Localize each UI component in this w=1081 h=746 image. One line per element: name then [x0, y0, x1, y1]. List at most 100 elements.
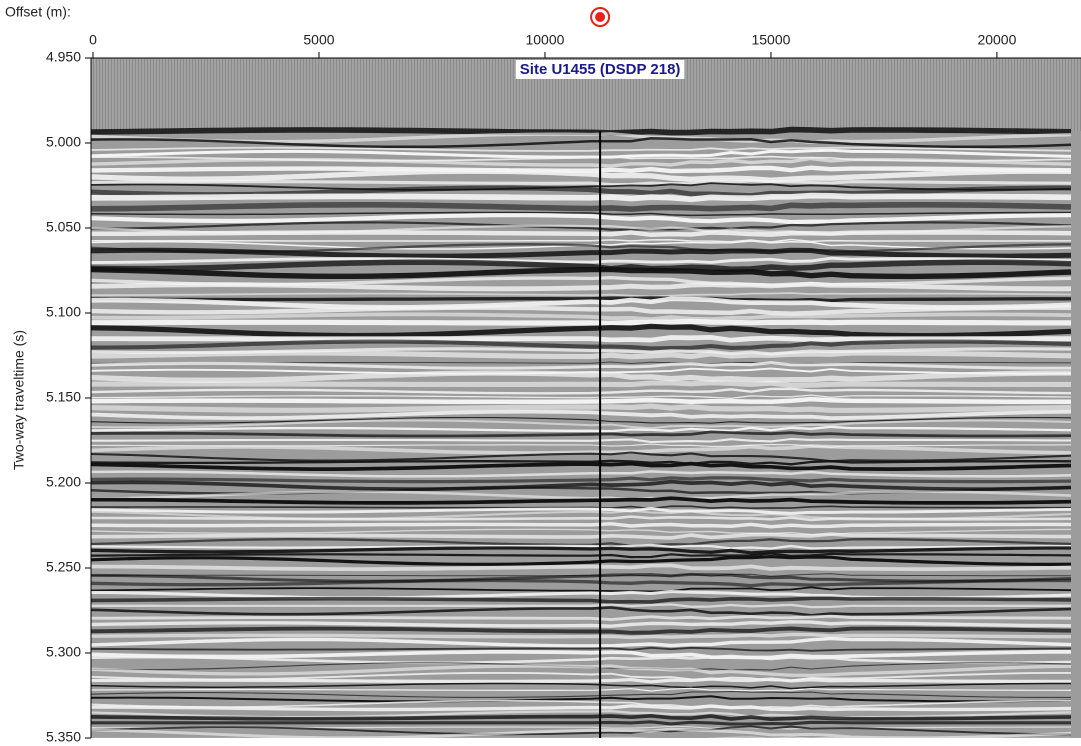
x-tick-label: 20000	[977, 32, 1016, 48]
reflector	[91, 603, 1071, 609]
reflector	[91, 606, 1072, 617]
reflector	[91, 211, 1071, 217]
reflector	[91, 578, 1072, 588]
reflector	[91, 459, 1072, 466]
reflector	[91, 192, 1072, 203]
reflector	[91, 490, 1072, 502]
reflector	[91, 146, 1072, 152]
reflector	[91, 704, 1072, 712]
reflector	[91, 425, 1072, 433]
reflector	[91, 396, 1071, 405]
reflector	[91, 419, 1072, 430]
reflector	[91, 281, 1071, 292]
reflector	[91, 292, 1072, 298]
reflector	[91, 339, 1072, 351]
reflector	[91, 394, 1072, 400]
reflector	[91, 563, 1072, 571]
y-tick-label: 5.250	[46, 559, 81, 575]
y-tick-label: 5.150	[46, 389, 81, 405]
reflector	[91, 444, 1072, 455]
seismic-image	[91, 58, 1081, 743]
reflector	[91, 554, 1072, 567]
reflector	[91, 596, 1072, 604]
reflector	[91, 522, 1072, 529]
reflector	[91, 323, 1072, 339]
reflector	[91, 720, 1071, 726]
reflector	[91, 626, 1072, 635]
reflector	[91, 461, 1072, 471]
reflector	[91, 437, 1072, 444]
reflector	[91, 546, 1071, 555]
y-tick-label: 5.050	[46, 219, 81, 235]
reflector	[91, 165, 1072, 174]
y-tick-label: 5.200	[46, 474, 81, 490]
reflector	[91, 695, 1072, 703]
reflector	[91, 409, 1072, 421]
reflector	[91, 496, 1072, 505]
y-tick-label: 5.300	[46, 644, 81, 660]
reflector	[91, 451, 1072, 463]
reflector	[91, 213, 1072, 225]
reflector	[91, 361, 1071, 370]
reflector	[91, 532, 1072, 540]
reflector	[91, 230, 1072, 238]
reflector	[91, 238, 1071, 243]
reflector	[91, 552, 1072, 559]
reflector	[91, 476, 1072, 484]
y-tick-label: 4.950	[46, 49, 81, 65]
reflector	[91, 664, 1072, 678]
reflector	[91, 256, 1072, 264]
reflector	[91, 470, 1072, 478]
reflector	[91, 156, 1072, 168]
reflector	[91, 168, 1072, 183]
reflector	[91, 387, 1072, 395]
reflector	[91, 430, 1072, 438]
site-marker	[595, 12, 606, 22]
reflector	[91, 572, 1072, 583]
reflector	[91, 266, 1072, 280]
x-tick-label: 10000	[525, 32, 564, 48]
x-tick-label: 0	[89, 32, 97, 48]
reflector	[91, 677, 1071, 684]
reflector	[91, 296, 1072, 310]
reflector	[91, 528, 1072, 536]
reflector	[91, 654, 1072, 665]
reflector	[91, 179, 1072, 187]
reflector	[91, 259, 1072, 272]
reflector	[91, 740, 1071, 743]
reflector	[91, 632, 1071, 640]
x-axis-label: Offset (m):	[5, 4, 71, 20]
reflector	[91, 380, 1071, 388]
reflector	[91, 586, 1072, 593]
reflector	[91, 725, 1072, 736]
reflector	[91, 690, 1071, 698]
reflector	[91, 318, 1071, 326]
reflector	[91, 403, 1072, 413]
x-tick-label: 15000	[751, 32, 790, 48]
reflector	[91, 515, 1072, 522]
reflector	[91, 126, 1072, 136]
reflector	[91, 506, 1072, 515]
reflector	[91, 505, 1071, 510]
y-tick-label: 5.000	[46, 134, 81, 150]
x-tick-label: 5000	[303, 32, 334, 48]
reflector	[91, 305, 1072, 316]
reflector	[91, 614, 1072, 622]
y-tick-label: 5.350	[46, 729, 81, 745]
reflector	[91, 370, 1071, 383]
reflector	[91, 620, 1072, 628]
reflector	[91, 350, 1072, 360]
y-tick-label: 5.100	[46, 304, 81, 320]
reflector	[91, 543, 1072, 550]
reflector	[91, 221, 1072, 231]
reflector	[91, 334, 1071, 343]
reflector	[91, 479, 1072, 491]
reflector	[91, 682, 1071, 690]
site-label: Site U1455 (DSDP 218)	[520, 61, 681, 78]
site-label-bg	[515, 59, 685, 79]
y-axis-label: Two-way traveltime (s)	[11, 330, 27, 470]
reflector	[91, 687, 1072, 692]
reflector	[91, 202, 1072, 212]
reflector	[91, 713, 1072, 722]
